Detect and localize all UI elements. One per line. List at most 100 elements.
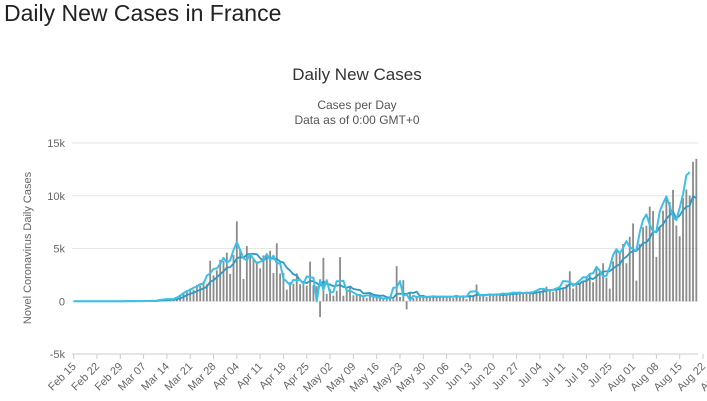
bar bbox=[432, 297, 435, 302]
bar bbox=[225, 252, 228, 302]
bar bbox=[229, 273, 232, 302]
bar bbox=[548, 290, 551, 302]
bar bbox=[292, 283, 295, 302]
y-tick-label: 15k bbox=[47, 138, 65, 150]
bar bbox=[362, 297, 365, 302]
bar bbox=[342, 295, 345, 302]
bar bbox=[685, 189, 688, 302]
bar bbox=[522, 293, 525, 302]
bar bbox=[648, 206, 651, 302]
bar bbox=[235, 221, 238, 302]
y-tick-label: -5k bbox=[50, 349, 66, 361]
bar bbox=[558, 289, 561, 302]
bar bbox=[482, 294, 485, 302]
bar bbox=[612, 261, 614, 302]
bar bbox=[305, 285, 308, 302]
bar bbox=[445, 295, 448, 302]
bar bbox=[402, 280, 405, 302]
page-heading: Daily New Cases in France bbox=[4, 0, 282, 26]
bar bbox=[642, 227, 644, 302]
bar bbox=[412, 298, 415, 302]
bar bbox=[419, 297, 421, 302]
bar bbox=[635, 280, 638, 302]
bar bbox=[329, 288, 331, 302]
bar bbox=[605, 277, 608, 302]
chart-subtitle-line-2: Data as of 0:00 GMT+0 bbox=[294, 113, 419, 127]
bar bbox=[242, 278, 245, 302]
bar bbox=[545, 286, 548, 302]
bar bbox=[339, 257, 341, 302]
bar bbox=[299, 284, 301, 302]
gridlines bbox=[72, 142, 698, 355]
bar bbox=[422, 296, 425, 302]
bar bbox=[485, 297, 488, 302]
bar bbox=[575, 285, 578, 302]
bar-series-daily-cases bbox=[119, 158, 698, 318]
bar bbox=[319, 301, 321, 318]
bar bbox=[622, 243, 624, 302]
line-7-day-average bbox=[73, 195, 697, 303]
bar bbox=[695, 158, 698, 302]
bar bbox=[312, 285, 315, 302]
bar bbox=[295, 273, 298, 302]
bar bbox=[528, 292, 531, 302]
bar bbox=[322, 257, 325, 302]
bar bbox=[682, 198, 684, 302]
bar bbox=[628, 236, 631, 302]
bar bbox=[255, 261, 258, 302]
bar bbox=[625, 263, 628, 302]
bar bbox=[465, 299, 468, 302]
bar bbox=[502, 292, 505, 302]
bar bbox=[409, 293, 411, 302]
bar bbox=[385, 298, 388, 302]
bar bbox=[618, 252, 621, 302]
bar bbox=[565, 284, 568, 302]
bar bbox=[672, 189, 674, 302]
line-3-day-average bbox=[73, 171, 691, 303]
bar bbox=[199, 285, 202, 302]
bar bbox=[495, 294, 498, 302]
bar bbox=[189, 288, 192, 302]
bar bbox=[468, 294, 471, 302]
bar bbox=[449, 296, 451, 302]
bar bbox=[582, 281, 585, 302]
bar bbox=[185, 291, 188, 302]
bar bbox=[252, 259, 255, 302]
x-tick-label: Apr 04 bbox=[211, 361, 242, 392]
y-tick-label: 10k bbox=[47, 191, 65, 203]
bar bbox=[518, 291, 521, 302]
bar bbox=[352, 295, 355, 302]
bar bbox=[592, 282, 595, 302]
bar bbox=[665, 197, 668, 302]
bar bbox=[498, 295, 501, 302]
bar bbox=[568, 271, 571, 302]
bar bbox=[272, 273, 275, 302]
y-tick-label: 5k bbox=[53, 244, 65, 256]
bar bbox=[595, 266, 598, 302]
bar bbox=[662, 210, 664, 302]
bar bbox=[652, 211, 654, 302]
bar bbox=[505, 294, 508, 302]
bar bbox=[602, 263, 605, 302]
bar bbox=[532, 293, 535, 302]
bar bbox=[379, 297, 381, 302]
bar bbox=[512, 293, 515, 302]
bar bbox=[262, 255, 265, 302]
bar bbox=[215, 270, 218, 302]
bar bbox=[269, 250, 272, 302]
bar bbox=[668, 202, 671, 302]
chart-title: Daily New Cases bbox=[292, 65, 421, 84]
bar bbox=[638, 244, 641, 302]
bar bbox=[488, 293, 491, 302]
bar bbox=[692, 161, 694, 302]
bar bbox=[459, 295, 461, 302]
bar bbox=[608, 288, 611, 302]
bar bbox=[315, 286, 318, 302]
bar bbox=[212, 275, 215, 302]
bar bbox=[279, 273, 282, 302]
y-axis-ticks: -5k 0 5k 10k 15k bbox=[47, 138, 65, 361]
bar bbox=[478, 294, 481, 302]
bar bbox=[365, 298, 368, 302]
bar bbox=[555, 288, 558, 302]
